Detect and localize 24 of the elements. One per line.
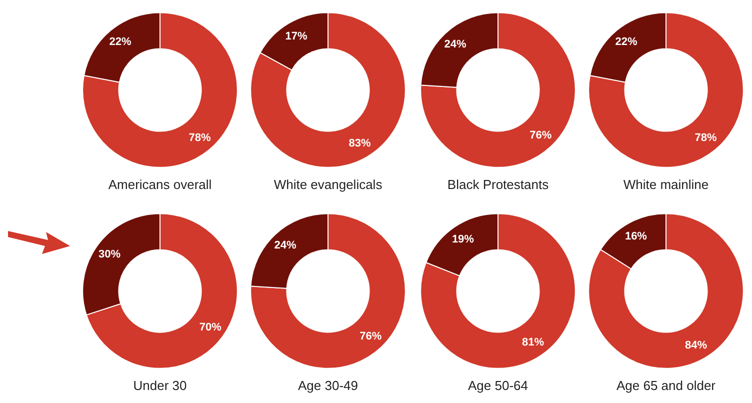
data-label: 78% — [188, 132, 211, 144]
text: Under 30 — [133, 378, 187, 393]
text: White mainline — [623, 177, 709, 192]
data-label: 19% — [452, 233, 474, 246]
data-label: 22% — [615, 36, 638, 48]
data-label: 84% — [685, 340, 708, 352]
data-label: 24% — [274, 240, 297, 252]
data-label: 76% — [360, 330, 382, 342]
text: Americans overall — [108, 177, 212, 192]
data-label: 22% — [109, 36, 132, 48]
text: Age 65 and older — [616, 378, 716, 393]
data-label: 30% — [98, 248, 121, 260]
data-label: 16% — [624, 230, 648, 242]
data-label: 78% — [694, 132, 717, 144]
data-label: 81% — [522, 336, 544, 349]
data-label: 24% — [444, 38, 467, 51]
text: White evangelicals — [274, 177, 383, 192]
data-label: 70% — [199, 322, 222, 334]
data-label: 17% — [285, 30, 308, 42]
text: Age 30-49 — [298, 378, 358, 393]
data-label: 76% — [530, 129, 552, 142]
text: Black Protestants — [447, 177, 550, 192]
text: Age 50-64 — [468, 378, 528, 393]
data-label: 83% — [348, 138, 371, 150]
